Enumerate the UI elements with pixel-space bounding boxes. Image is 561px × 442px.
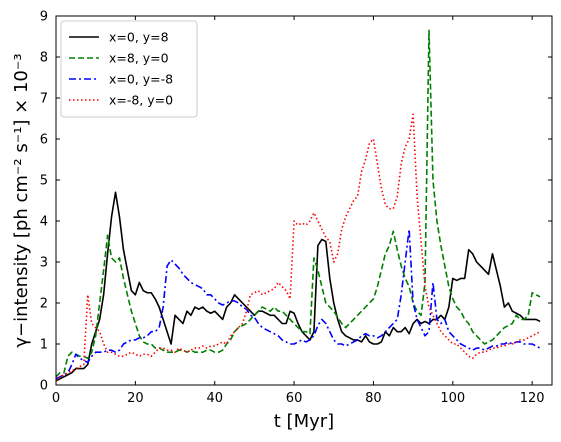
y-tick-label: 5 (40, 174, 48, 189)
plot-frame (55, 15, 553, 386)
y-tick-label: 6 (40, 133, 48, 148)
y-tick-label: 4 (40, 215, 48, 230)
x-tick-label: 20 (127, 391, 144, 406)
x-tick-label: 40 (206, 391, 223, 406)
series-line-3 (56, 113, 541, 382)
y-tick-label: 0 (40, 379, 48, 394)
y-tick-label: 7 (40, 92, 48, 107)
series-line-0 (56, 191, 541, 382)
series-line-2 (56, 228, 541, 380)
legend-label-1: x=8, y=0 (109, 51, 169, 66)
x-tick-label: 0 (52, 391, 60, 406)
x-tick-label: 60 (286, 391, 303, 406)
y-tick-label: 9 (40, 10, 48, 25)
y-tick-label: 1 (40, 338, 48, 353)
y-axis-label: γ−intensity [ph cm⁻² s⁻¹] × 10⁻³ (11, 53, 32, 347)
y-tick-label: 2 (40, 297, 48, 312)
y-tick-label: 3 (40, 256, 48, 271)
axes-layer: 0 20 40 60 80 100 120 0 1 2 3 4 5 6 7 8 9 t [Myr] γ−intens… (11, 10, 553, 432)
legend: x=0, y=8 x=8, y=0 x=0, y=-8 x=-8, y=0 (60, 20, 198, 118)
legend-label-3: x=-8, y=0 (109, 93, 173, 108)
x-tick-label: 80 (365, 391, 382, 406)
series-line-1 (56, 29, 541, 378)
x-axis-label: t [Myr] (274, 411, 334, 432)
legend-box (60, 20, 198, 118)
x-tick-label: 120 (520, 391, 545, 406)
series-layer (56, 29, 541, 382)
x-tick-label: 100 (440, 391, 465, 406)
legend-label-2: x=0, y=-8 (109, 72, 173, 87)
legend-label-0: x=0, y=8 (109, 30, 169, 45)
y-tick-label: 8 (40, 51, 48, 66)
